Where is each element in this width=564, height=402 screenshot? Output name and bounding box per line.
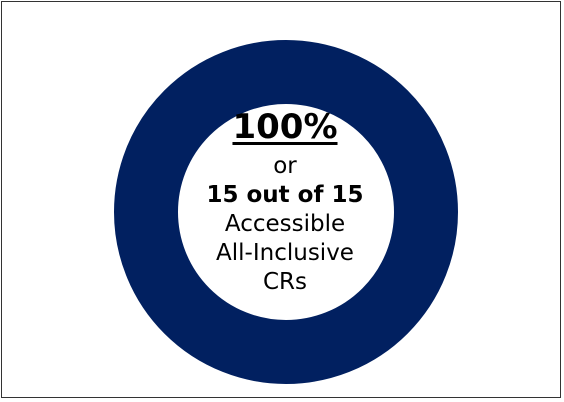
or-label: or (273, 153, 297, 179)
count-label: 15 out of 15 (206, 182, 364, 208)
donut-slice (114, 40, 458, 384)
category-line-2: All-Inclusive (216, 240, 354, 266)
percent-label: 100% (232, 107, 338, 147)
category-line-3: CRs (262, 269, 308, 295)
donut-center-label: 100% or 15 out of 15 Accessible All-Incl… (180, 104, 390, 297)
donut-hole (178, 104, 394, 320)
category-line-1: Accessible (224, 211, 346, 237)
